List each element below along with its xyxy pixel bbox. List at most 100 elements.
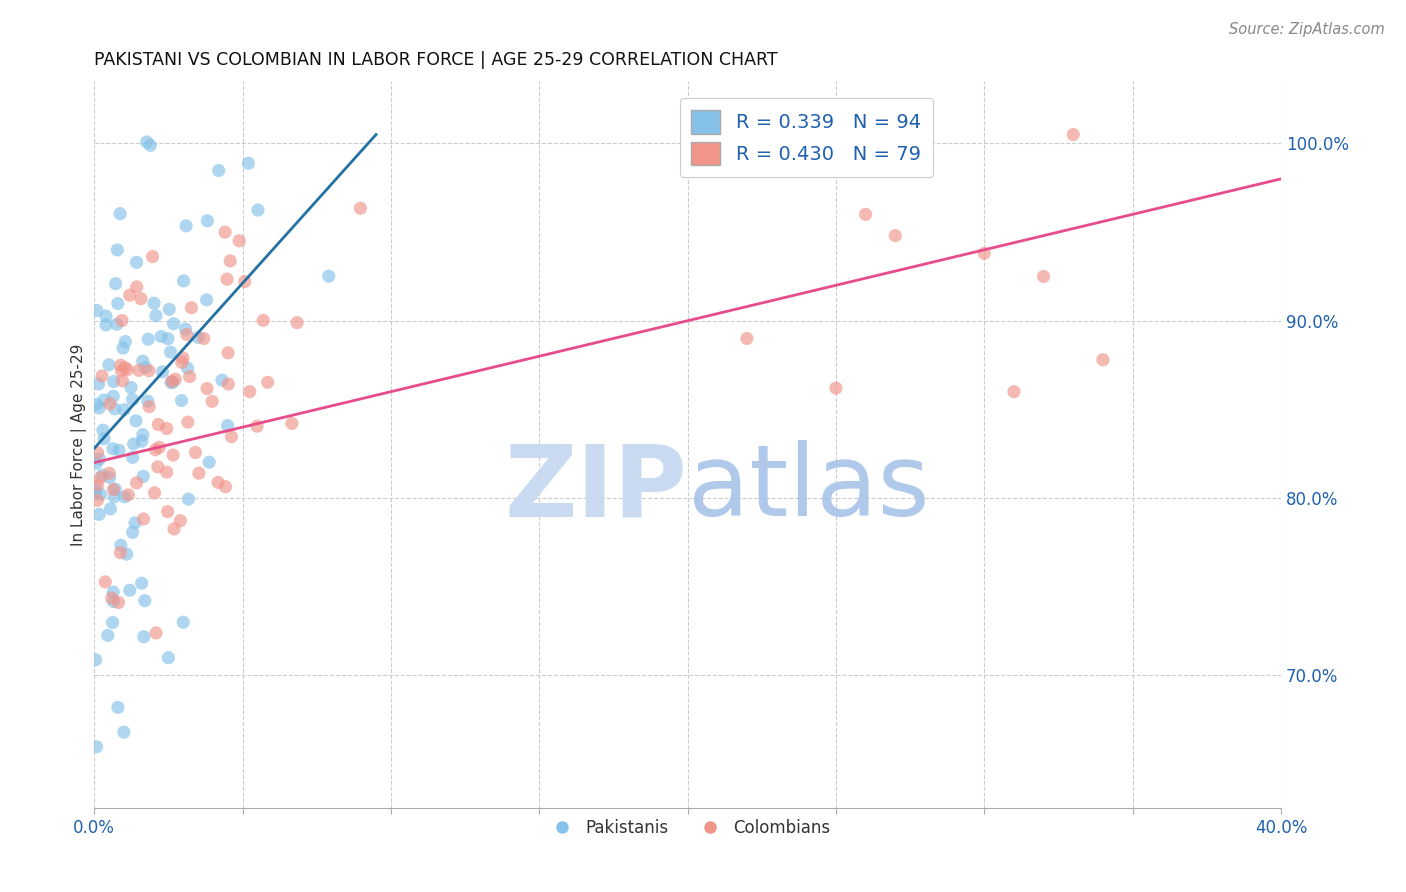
Point [160, 375, 183, 389]
Point [105, 317, 128, 331]
Point [97, 628, 120, 642]
Point [86, 445, 108, 459]
Point [157, 302, 180, 317]
Point [233, 275, 256, 289]
Point [107, 595, 129, 609]
Text: Source: ZipAtlas.com: Source: ZipAtlas.com [1229, 22, 1385, 37]
Point [125, 475, 148, 490]
Point [103, 490, 125, 504]
Point [176, 361, 198, 376]
Point [114, 360, 136, 375]
Point [145, 309, 167, 323]
Point [855, 207, 877, 221]
Point [174, 219, 197, 233]
Point [134, 593, 156, 607]
Point [98, 467, 121, 481]
Point [86, 397, 108, 411]
Point [117, 362, 139, 376]
Point [105, 243, 128, 257]
Point [195, 382, 218, 396]
Point [201, 394, 224, 409]
Point [143, 296, 166, 310]
Point [91, 368, 114, 383]
Point [318, 269, 340, 284]
Point [125, 255, 148, 269]
Point [132, 469, 155, 483]
Point [177, 492, 200, 507]
Point [89, 401, 111, 415]
Point [125, 280, 148, 294]
Point [193, 332, 215, 346]
Point [100, 591, 122, 605]
Point [132, 512, 155, 526]
Point [165, 372, 187, 386]
Point [91, 423, 114, 437]
Point [91, 468, 114, 483]
Text: PAKISTANI VS COLOMBIAN IN LABOR FORCE | AGE 25-29 CORRELATION CHART: PAKISTANI VS COLOMBIAN IN LABOR FORCE | … [94, 51, 778, 69]
Point [107, 296, 129, 310]
Point [114, 490, 136, 504]
Point [86, 493, 108, 508]
Point [84, 653, 107, 667]
Point [146, 459, 169, 474]
Point [86, 478, 108, 492]
Point [115, 547, 138, 561]
Point [214, 480, 236, 494]
Point [148, 417, 170, 432]
Point [187, 466, 209, 480]
Point [94, 318, 117, 332]
Point [98, 470, 121, 484]
Point [1032, 269, 1054, 284]
Y-axis label: In Labor Force | Age 25-29: In Labor Force | Age 25-29 [72, 343, 87, 546]
Text: ZIP: ZIP [505, 440, 688, 537]
Point [176, 327, 198, 342]
Point [121, 392, 143, 407]
Point [156, 465, 179, 479]
Point [122, 437, 145, 451]
Point [157, 650, 180, 665]
Point [112, 402, 135, 417]
Point [98, 397, 121, 411]
Point [195, 293, 218, 307]
Point [156, 505, 179, 519]
Point [114, 334, 136, 349]
Point [735, 331, 758, 345]
Point [256, 376, 278, 390]
Point [211, 373, 233, 387]
Point [145, 626, 167, 640]
Point [162, 375, 184, 389]
Point [207, 475, 229, 490]
Point [104, 401, 127, 416]
Point [150, 329, 173, 343]
Point [87, 376, 110, 391]
Point [195, 214, 218, 228]
Point [281, 417, 304, 431]
Point [104, 482, 127, 496]
Point [131, 576, 153, 591]
Point [160, 376, 183, 390]
Point [884, 228, 907, 243]
Point [170, 355, 193, 369]
Point [112, 341, 135, 355]
Point [219, 253, 242, 268]
Point [108, 443, 131, 458]
Point [103, 375, 125, 389]
Point [239, 384, 262, 399]
Point [89, 452, 111, 467]
Point [143, 486, 166, 500]
Point [93, 432, 115, 446]
Text: atlas: atlas [688, 440, 929, 537]
Point [136, 394, 159, 409]
Point [104, 277, 127, 291]
Point [152, 365, 174, 379]
Point [1002, 384, 1025, 399]
Point [163, 522, 186, 536]
Point [136, 332, 159, 346]
Point [187, 330, 209, 344]
Point [184, 445, 207, 459]
Point [125, 414, 148, 428]
Point [94, 574, 117, 589]
Point [101, 615, 124, 630]
Point [215, 272, 238, 286]
Point [156, 421, 179, 435]
